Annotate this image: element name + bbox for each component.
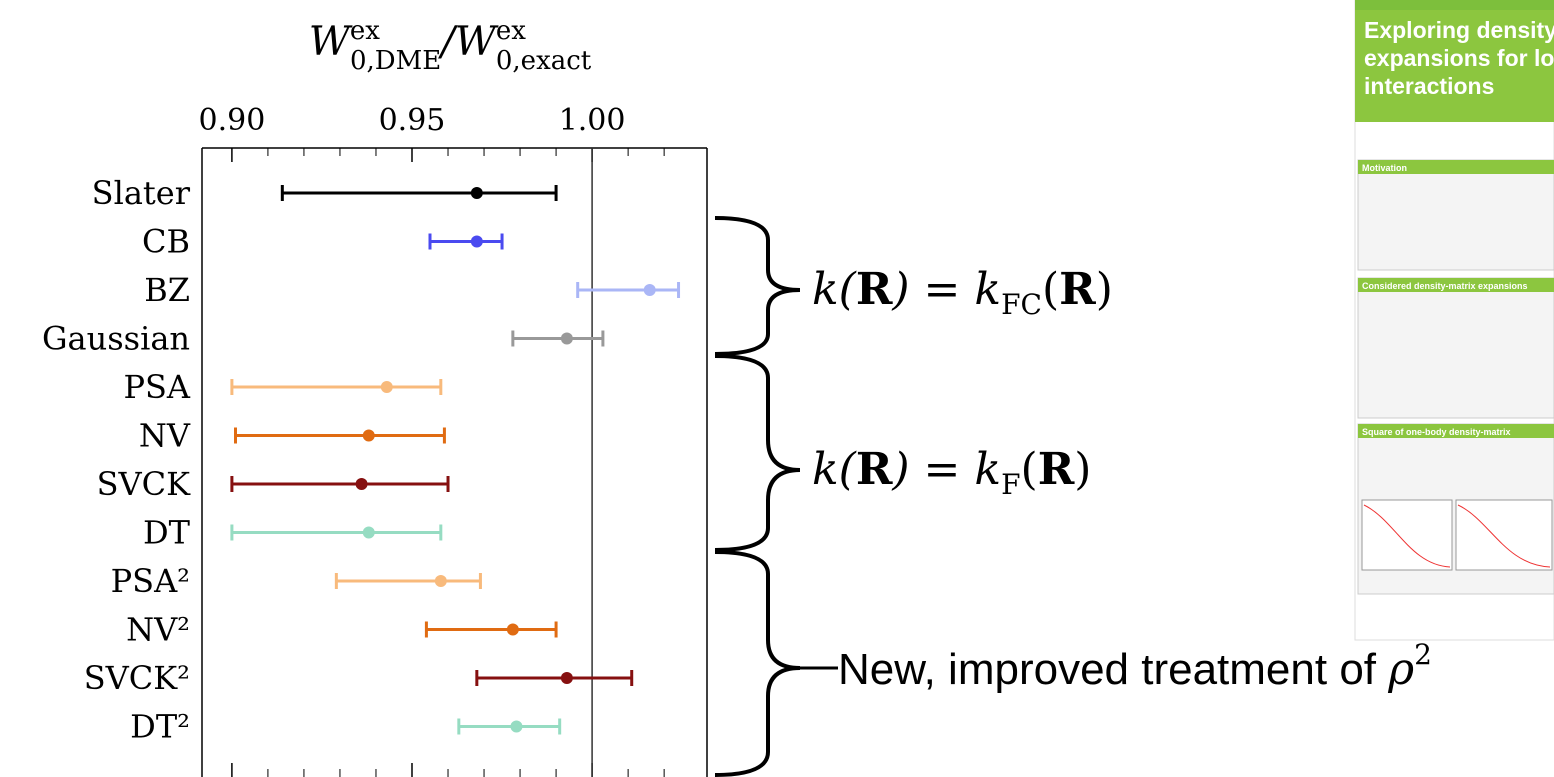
annotation-part: R xyxy=(1059,264,1096,315)
point xyxy=(471,236,483,248)
annotation-part: ) = k xyxy=(891,444,1001,495)
title-part: W xyxy=(309,19,353,65)
x-tick-label: 0.90 xyxy=(198,103,265,138)
category-label: SVCK xyxy=(97,465,192,503)
annotation-part: R xyxy=(856,264,893,315)
title-sub: 0,DME xyxy=(350,46,441,76)
category-label: PSA xyxy=(123,368,190,406)
category-label: SVCK² xyxy=(84,659,190,697)
title-sup: ex xyxy=(496,16,526,46)
annotation-sup: 2 xyxy=(1414,638,1432,671)
point xyxy=(561,333,573,345)
brace xyxy=(715,218,800,354)
annotation-sub: FC xyxy=(1001,288,1042,321)
point xyxy=(510,721,522,733)
annotation-part: k( xyxy=(812,264,857,315)
point xyxy=(471,187,483,199)
annotation: k(R) = kFC(R) xyxy=(812,264,1113,321)
category-label: PSA² xyxy=(111,562,190,600)
poster-plot xyxy=(1362,500,1452,570)
brace xyxy=(715,552,800,775)
annotation-sub: F xyxy=(1001,468,1020,501)
poster-title: Exploring density xyxy=(1364,17,1554,43)
point xyxy=(363,527,375,539)
poster-box xyxy=(1358,278,1554,418)
x-tick-label: 0.95 xyxy=(379,103,446,138)
annotation: k(R) = kF(R) xyxy=(812,444,1091,501)
category-label: NV xyxy=(139,417,191,455)
braces xyxy=(715,218,800,775)
category-label: DT xyxy=(143,514,191,552)
title-part: W xyxy=(455,19,499,65)
poster-title: interactions xyxy=(1364,73,1494,99)
annotation-part: ( xyxy=(1042,264,1059,315)
poster-box xyxy=(1358,160,1554,270)
annotation-part: R xyxy=(856,444,893,495)
category-label: CB xyxy=(142,223,190,261)
poster-section-title: Considered density-matrix expansions xyxy=(1362,281,1528,291)
point xyxy=(356,478,368,490)
point xyxy=(507,624,519,636)
poster-plot xyxy=(1456,500,1552,570)
annotation-part: ) xyxy=(1096,264,1113,315)
x-tick-label: 1.00 xyxy=(559,103,626,138)
category-label: BZ xyxy=(144,271,190,309)
annotation-part: ) = k xyxy=(891,264,1001,315)
annotation-part: R xyxy=(1038,444,1075,495)
chart: Wex0,DME/Wex0,exact Exploring densityexp… xyxy=(0,0,1554,777)
poster-section-title: Square of one-body density-matrix xyxy=(1362,427,1511,437)
annotation-part: ) xyxy=(1074,444,1091,495)
annotation-part: ( xyxy=(1021,444,1038,495)
annotation: New, improved treatment of ρ2 xyxy=(838,638,1432,695)
point xyxy=(363,430,375,442)
page: Wex0,DME/Wex0,exact Exploring densityexp… xyxy=(0,0,1554,777)
annotation-part: k( xyxy=(812,444,857,495)
point xyxy=(435,575,447,587)
category-label: Slater xyxy=(92,174,191,212)
category-label: Gaussian xyxy=(42,320,190,358)
title-sup: ex xyxy=(350,16,380,46)
poster-title: expansions for lo xyxy=(1364,45,1554,71)
poster-band xyxy=(1355,0,1554,10)
brace xyxy=(715,356,800,550)
point xyxy=(381,381,393,393)
category-label: NV² xyxy=(126,611,190,649)
annotation-symbol: ρ xyxy=(1387,644,1414,695)
title-sub: 0,exact xyxy=(496,46,592,76)
poster-section-title: Motivation xyxy=(1362,163,1407,173)
annotation-part: New, improved treatment of xyxy=(838,645,1388,694)
point xyxy=(561,672,573,684)
category-label: DT² xyxy=(130,708,190,746)
point xyxy=(644,284,656,296)
